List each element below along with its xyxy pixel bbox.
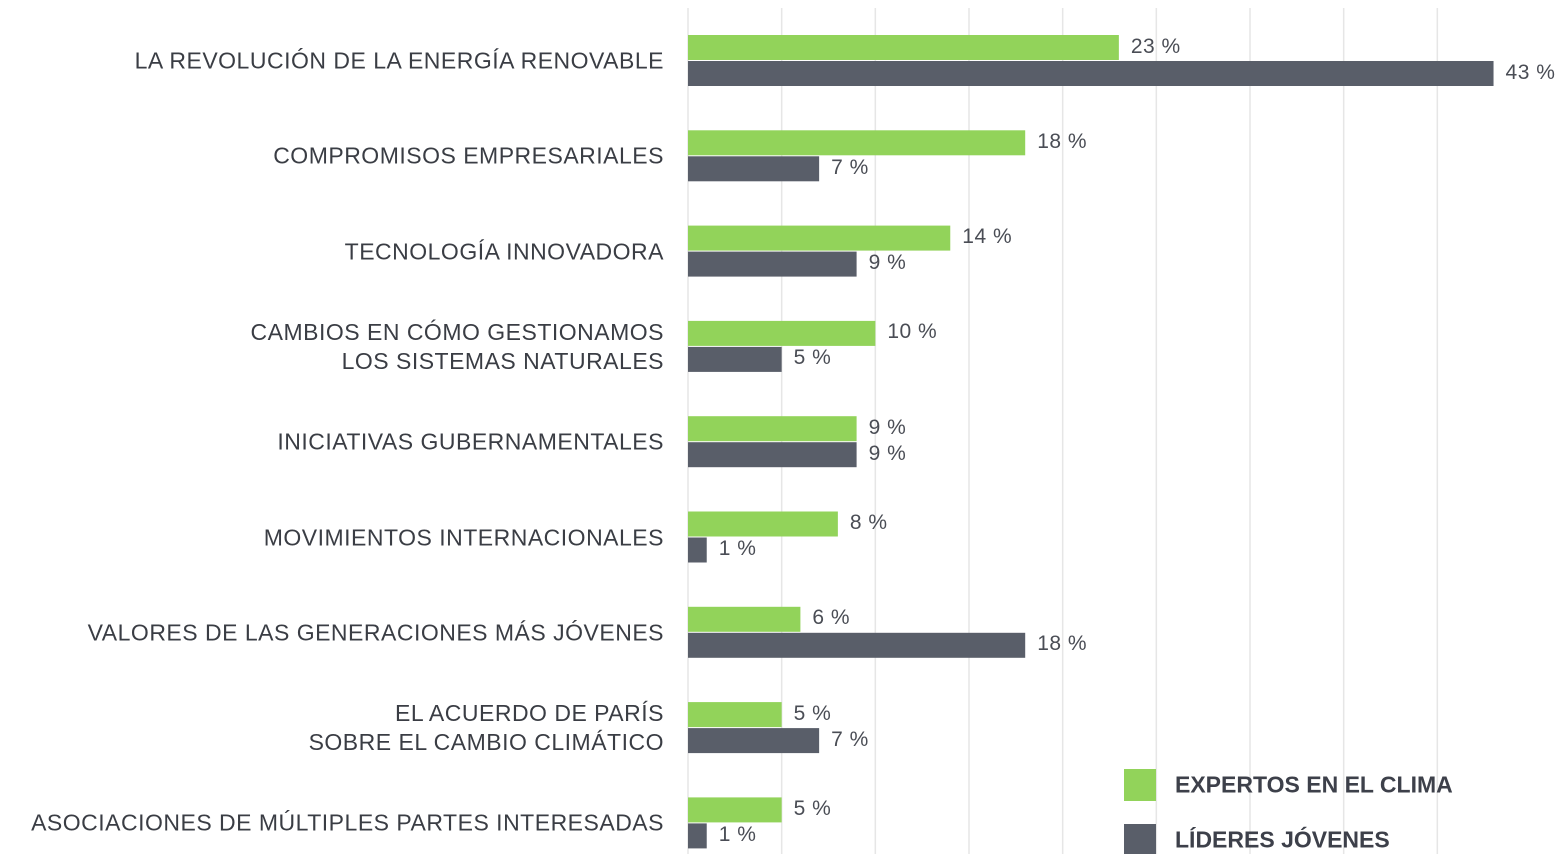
category-label: LA REVOLUCIÓN DE LA ENERGÍA RENOVABLE [134,47,664,74]
bar [688,35,1119,60]
bar [688,320,876,346]
value-label: 6 % [812,606,851,630]
category-label: VALORES DE LAS GENERACIONES MÁS JÓVENES [87,619,664,646]
bar [688,797,782,823]
value-label: 9 % [868,415,907,439]
legend-swatch [1124,769,1156,801]
bar [688,823,707,849]
category-label: ASOCIACIONES DE MÚLTIPLES PARTES INTERES… [31,809,664,836]
bar [688,728,820,754]
value-label: 5 % [793,796,832,820]
category-label: COMPROMISOS EMPRESARIALES [273,142,664,169]
value-label: 18 % [1037,632,1088,656]
legend-label: EXPERTOS EN EL CLIMA [1175,771,1453,798]
bar [688,346,782,372]
value-label: 9 % [868,251,907,275]
bar [688,632,1026,658]
value-label: 1 % [718,537,757,560]
value-label: 9 % [868,441,907,465]
category-label: EL ACUERDO DE PARÍS SOBRE EL CAMBIO CLIM… [308,700,664,756]
bar [688,225,951,251]
legend-swatch [1124,824,1156,854]
value-label: 5 % [793,701,832,725]
bar [688,511,838,537]
bar [688,251,857,277]
value-label: 7 % [831,727,869,751]
category-label: CAMBIOS EN CÓMO GESTIONAMOS LOS SISTEMAS… [250,318,664,374]
value-label: 14 % [962,225,1013,249]
category-label: INICIATIVAS GUBERNAMENTALES [277,428,664,455]
value-label: 8 % [849,511,888,534]
category-label: MOVIMIENTOS INTERNACIONALES [263,524,664,550]
bar [688,702,782,728]
value-label: 10 % [887,320,938,344]
value-label: 43 % [1505,60,1556,84]
category-label: TECNOLOGÍA INNOVADORA [344,238,664,265]
value-label: 23 % [1130,34,1181,58]
value-label: 5 % [793,346,832,370]
bar [688,156,820,182]
bar [688,442,857,468]
bar [688,416,857,442]
legend-label: LÍDERES JÓVENES [1175,826,1390,853]
bar [688,537,707,563]
bar [688,606,801,632]
value-label: 1 % [718,822,757,846]
value-label: 18 % [1037,129,1088,153]
bar [688,130,1026,156]
value-label: 7 % [831,155,869,179]
bar [688,61,1494,86]
